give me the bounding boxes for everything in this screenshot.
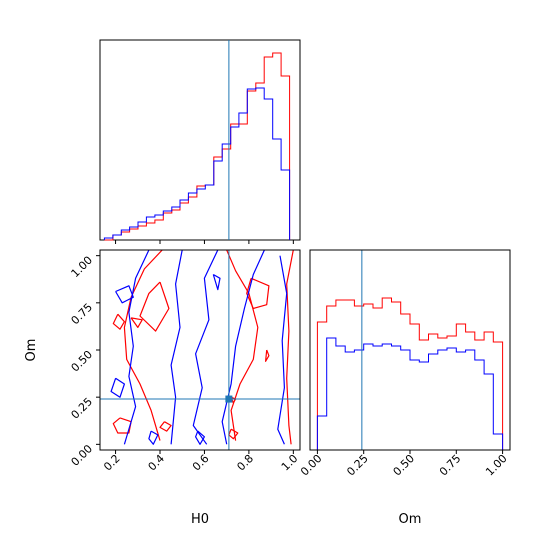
contour-frame: [99, 249, 301, 451]
contour-x-tick-label: 1.0: [279, 452, 301, 474]
om-hist-blue-series: [316, 337, 504, 450]
contour-blue-line: [212, 273, 221, 291]
contour-x-tick-label: 0.8: [234, 452, 256, 474]
om-hist-x-tick-label: 0.00: [298, 452, 325, 479]
contour-x-axis-label: H0: [191, 512, 209, 527]
h0-hist-series-group: [103, 52, 291, 241]
contour-blue-line: [277, 255, 288, 445]
contour-red-line: [123, 250, 163, 441]
h0-hist-frame: [99, 39, 301, 241]
panel-om-marginal: 0.00 0.25 0.50 0.75 1.00 Om: [298, 249, 511, 527]
om-hist-x-tick-label: 0.25: [344, 452, 371, 479]
contour-blue-line: [123, 250, 150, 445]
om-hist-x-tick-label: 1.00: [483, 452, 510, 479]
contour-red-line: [112, 417, 132, 434]
contour-x-tick-label: 0.2: [101, 452, 123, 474]
contour-blue-line: [192, 250, 219, 445]
contour-y-tick-label: 0.50: [69, 348, 96, 375]
om-hist-x-axis-label: Om: [399, 512, 422, 527]
contour-truth-marker: [225, 395, 233, 403]
contour-red-line: [246, 277, 270, 310]
contour-red-line: [139, 281, 170, 332]
contour-red-line: [159, 421, 172, 432]
contour-red-line: [228, 428, 239, 440]
om-hist-red-series: [316, 297, 504, 450]
contour-red-line: [112, 313, 126, 330]
contour-y-tick-label: 1.00: [69, 254, 96, 281]
contour-blue-line: [195, 430, 205, 445]
contour-y-axis-label: Om: [24, 339, 39, 362]
contour-blue-line: [170, 250, 183, 445]
contour-red-line: [286, 250, 294, 445]
contour-ticks-group: 0.2 0.4 0.6 0.8 1.0 0.00 0.25 0.50 0.75 1.00: [69, 254, 301, 474]
panel-h0-marginal: [99, 39, 301, 244]
contour-blue-line: [148, 430, 159, 445]
contour-y-tick-label: 0.75: [69, 301, 96, 328]
contour-y-tick-label: 0.25: [69, 395, 96, 422]
contour-blue-line: [221, 250, 265, 445]
om-hist-x-tick-label: 0.75: [437, 452, 464, 479]
panel-h0-om-contour: 0.2 0.4 0.6 0.8 1.0 0.00 0.25 0.50 0.75 1.00 H0 O…: [24, 249, 301, 527]
contour-x-tick-label: 0.4: [146, 452, 168, 474]
contour-red-line: [265, 349, 270, 362]
h0-hist-ticks-group: [115, 240, 294, 244]
contour-y-tick-label: 0.00: [69, 442, 96, 469]
contour-x-tick-label: 0.6: [190, 452, 212, 474]
om-hist-x-tick-label: 0.50: [391, 452, 418, 479]
contour-red-line: [130, 317, 143, 328]
contour-blue-line: [115, 285, 134, 304]
om-hist-ticks-group: 0.00 0.25 0.50 0.75 1.00: [298, 450, 510, 478]
h0-hist-blue-series: [103, 87, 291, 240]
contour-blue-line: [110, 377, 126, 398]
contour-series-group: [110, 250, 294, 445]
h0-hist-red-series: [104, 52, 291, 241]
om-hist-series-group: [316, 297, 504, 450]
contour-red-line: [226, 250, 259, 441]
